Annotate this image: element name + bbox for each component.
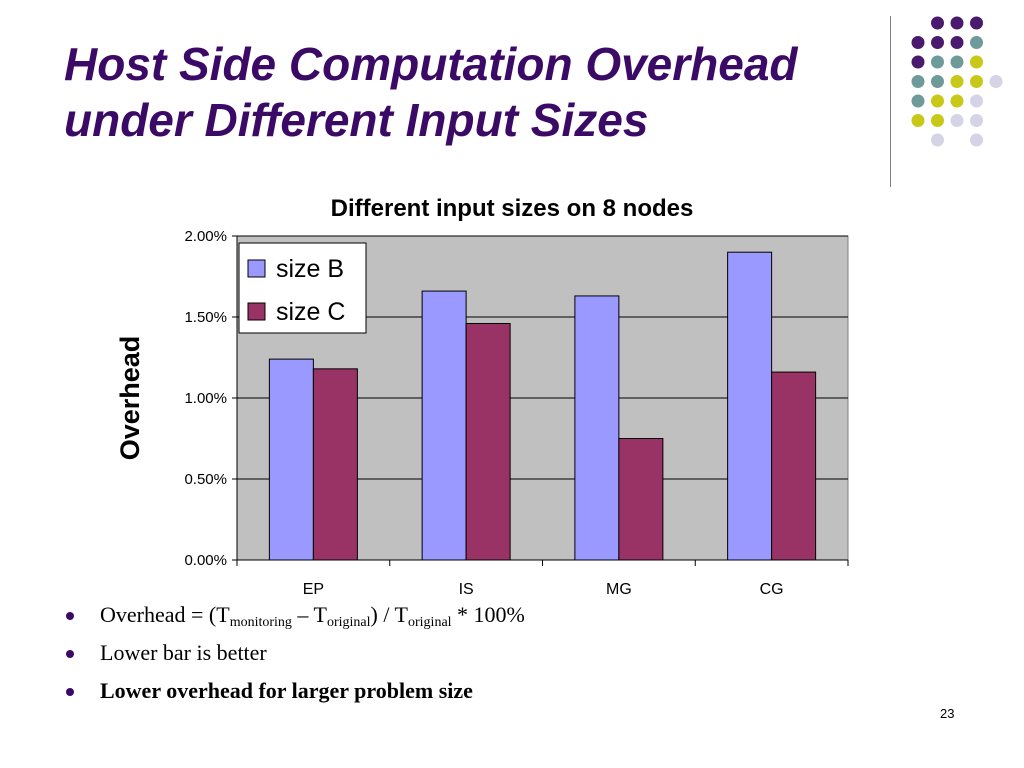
decorative-dot [950,75,964,88]
decorative-dot [911,114,925,127]
chart-legend: size B size C [238,242,367,334]
decorative-dot [950,94,964,108]
decorative-dot [950,16,964,30]
legend-swatch [247,302,266,321]
bar-chart: Different input sizes on 8 nodes Overhea… [115,195,849,598]
bullet-list: Overhead = (Tmonitoring – Toriginal) / T… [62,600,962,714]
y-tick-label: 1.50% [184,309,227,326]
decorative-dot [931,55,944,69]
decorative-dot [931,36,944,49]
bullet-text: Lower overhead for larger problem size [100,678,473,703]
bar-size-b-is [421,290,467,561]
y-tick-label: 2.00% [184,228,227,245]
bar-size-c-mg [618,438,664,561]
bar-size-b-ep [268,358,314,561]
y-tick-label: 0.00% [184,552,227,569]
legend-label: size B [276,255,344,283]
x-tick-label: CG [760,581,784,598]
bar-size-b-mg [574,295,620,561]
bullet-item-lower-is-better: Lower bar is better [62,638,962,676]
x-tick-label: IS [459,581,474,598]
legend-label: size C [276,298,345,326]
decorative-dots-logo [911,16,1003,147]
decorative-dot [970,75,983,88]
slide-title-line-2: under Different Input Sizes [64,94,649,146]
bar-size-c-ep [312,368,358,561]
y-tick-label: 1.00% [184,390,227,407]
decorative-dot [911,36,925,49]
y-tick-label: 0.50% [184,471,227,488]
slide-title: Host Side Computation Overhead under Dif… [64,36,884,148]
title-divider [890,16,891,187]
decorative-dot [911,94,925,108]
bar-size-c-is [465,322,511,561]
decorative-dot [931,94,944,108]
decorative-dot [970,133,983,147]
decorative-dot [911,55,925,69]
decorative-dot [931,75,944,88]
bar-size-c-cg [771,371,817,561]
bullet-dot [66,650,74,658]
decorative-dot [970,94,983,108]
decorative-dot [931,133,944,147]
decorative-dot [950,114,964,127]
decorative-dot [970,55,983,69]
legend-swatch [247,259,266,278]
decorative-dot [911,75,925,88]
bullet-dot [66,612,74,620]
bullet-item-formula: Overhead = (Tmonitoring – Toriginal) / T… [62,600,962,638]
chart-title: Different input sizes on 8 nodes [331,195,694,222]
slide-title-line-1: Host Side Computation Overhead [64,38,798,90]
decorative-dot [970,16,983,30]
bullet-dot [66,688,74,696]
decorative-dot [950,55,964,69]
bullet-text: Lower bar is better [100,640,267,665]
decorative-dot [970,114,983,127]
decorative-dot [931,114,944,127]
decorative-dot [931,16,944,30]
bullet-item-conclusion: Lower overhead for larger problem size [62,676,962,714]
decorative-dot [970,36,983,49]
y-axis-label: Overhead [115,336,145,461]
decorative-dot [950,36,964,49]
x-tick-label: EP [303,581,324,598]
x-tick-label: MG [606,581,632,598]
bar-size-b-cg [727,251,773,561]
decorative-dot [989,75,1003,88]
page-number: 23 [940,706,955,721]
